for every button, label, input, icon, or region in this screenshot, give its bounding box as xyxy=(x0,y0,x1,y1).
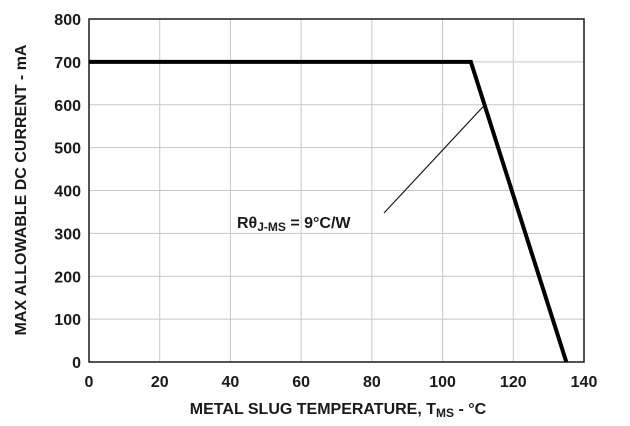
x-tick-label: 40 xyxy=(222,374,240,391)
x-tick-label: 20 xyxy=(151,374,169,391)
series-layer xyxy=(89,59,569,363)
x-tick-label: 100 xyxy=(429,374,456,391)
y-tick-label: 100 xyxy=(54,312,81,329)
y-tick-label: 600 xyxy=(54,98,81,115)
annotation-label: RθJ-MS = 9°C/W xyxy=(237,215,351,234)
y-tick-label: 200 xyxy=(54,269,81,286)
annotation-sub: J-MS xyxy=(257,220,286,234)
x-tick-label: 0 xyxy=(85,374,94,391)
y-tick-label: 500 xyxy=(54,141,81,158)
x-tick-label: 140 xyxy=(571,374,598,391)
annotation-tail: = 9°C/W xyxy=(286,215,352,232)
series-line xyxy=(89,59,569,363)
y-tick-label: 800 xyxy=(54,12,81,29)
annotation-layer: RθJ-MS = 9°C/W xyxy=(237,106,484,234)
x-tick-label: 80 xyxy=(363,374,381,391)
plot-frame xyxy=(88,18,585,363)
y-tick-label: 0 xyxy=(72,355,81,372)
x-tick-label: 120 xyxy=(500,374,527,391)
y-tick-label: 400 xyxy=(54,184,81,201)
annotation-leader xyxy=(383,106,484,214)
x-tick-labels: 0 20 40 60 80 100 120 140 xyxy=(85,374,598,391)
y-tick-label: 300 xyxy=(54,226,81,243)
y-tick-labels: 0 100 200 300 400 500 600 700 800 xyxy=(54,12,81,372)
annotation-main: Rθ xyxy=(237,215,257,232)
y-tick-label: 700 xyxy=(54,55,81,72)
x-axis-label: METAL SLUG TEMPERATURE, TMS - °C xyxy=(190,401,487,420)
x-tick-label: 60 xyxy=(292,374,310,391)
y-axis-label: MAX ALLOWABLE DC CURRENT - mA xyxy=(13,44,30,335)
